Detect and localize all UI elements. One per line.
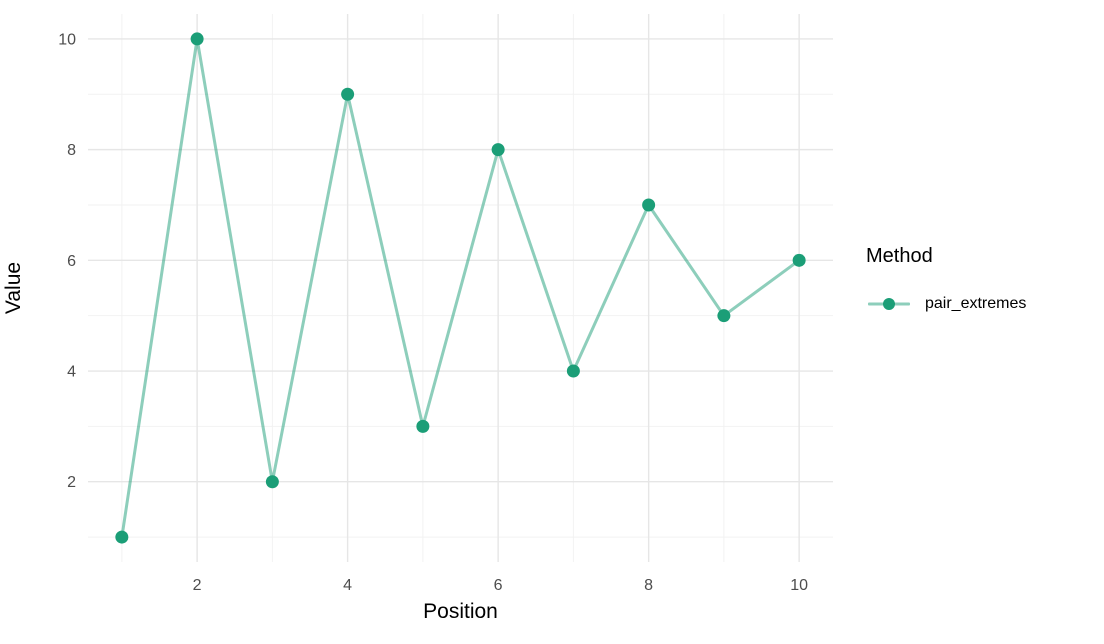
x-tick-label: 2 xyxy=(193,577,202,594)
x-axis-title: Position xyxy=(423,600,498,623)
legend: Method pair_extremes xyxy=(866,244,1026,314)
legend-entry-label: pair_extremes xyxy=(925,295,1027,312)
y-axis-title: Value xyxy=(2,261,25,315)
data-point xyxy=(341,87,355,101)
legend-point-icon xyxy=(883,298,895,310)
data-point xyxy=(566,364,580,378)
y-tick-label: 2 xyxy=(67,474,76,491)
data-point xyxy=(115,530,129,544)
y-tick-label: 8 xyxy=(67,142,76,159)
data-point xyxy=(491,143,505,157)
y-tick-label: 10 xyxy=(58,31,76,48)
data-point xyxy=(416,419,430,433)
y-tick-label: 6 xyxy=(67,253,76,270)
data-point xyxy=(265,475,279,489)
data-point xyxy=(642,198,656,212)
legend-entry: pair_extremes xyxy=(866,294,1026,314)
legend-title: Method xyxy=(866,245,933,267)
data-point xyxy=(717,309,731,323)
x-tick-label: 4 xyxy=(343,577,352,594)
data-point xyxy=(190,32,204,46)
data-point xyxy=(792,253,806,267)
x-tick-label: 8 xyxy=(644,577,653,594)
series-line xyxy=(120,37,801,539)
legend-key-icon xyxy=(866,294,912,314)
y-tick-label: 4 xyxy=(67,364,76,381)
x-tick-label: 10 xyxy=(790,577,808,594)
x-tick-label: 6 xyxy=(494,577,503,594)
